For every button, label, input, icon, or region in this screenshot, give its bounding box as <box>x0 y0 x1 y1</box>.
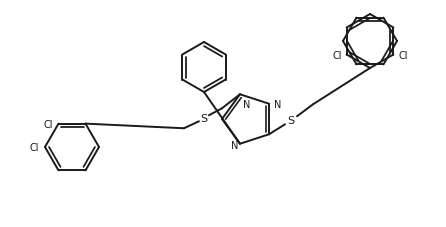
Text: N: N <box>274 99 281 109</box>
Text: Cl: Cl <box>332 50 342 60</box>
Text: N: N <box>243 100 250 110</box>
Text: N: N <box>231 140 238 150</box>
Text: S: S <box>288 116 295 126</box>
Text: Cl: Cl <box>43 119 53 129</box>
Text: Cl: Cl <box>398 50 408 60</box>
Text: S: S <box>200 114 207 124</box>
Text: Cl: Cl <box>29 142 39 152</box>
